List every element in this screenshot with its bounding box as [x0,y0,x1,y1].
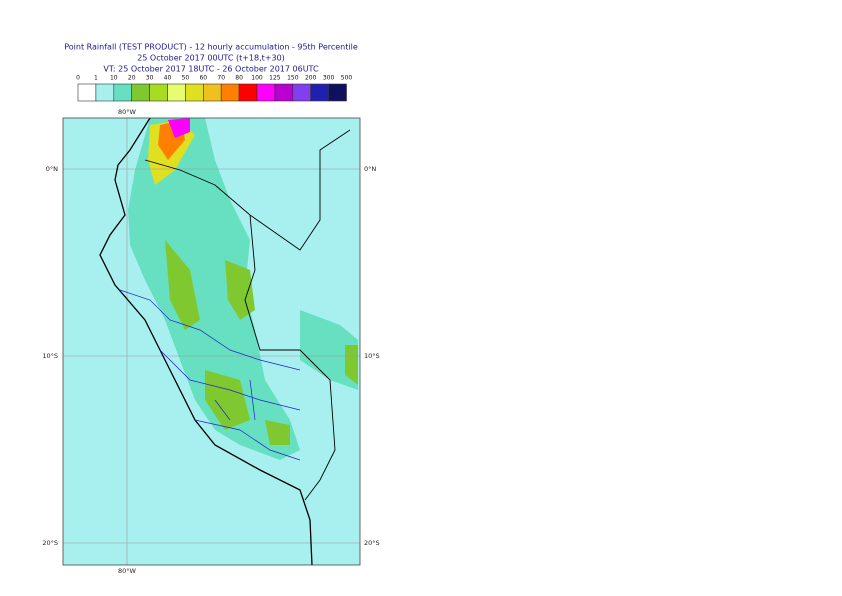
legend-swatch [238,83,258,102]
lat-label: 20°S [42,539,58,547]
map-frame [62,117,361,566]
rain-area [168,118,190,138]
legend-swatch [220,83,240,102]
legend-swatch [310,83,329,102]
legend: 0 1 10 20 30 40 50 60 70 80 100 125 150 200 300 500 [76,75,352,102]
lat-label: 0°N [46,165,58,173]
legend-level: 0 [76,75,80,82]
legend-level: 200 [305,75,317,82]
legend-swatch [77,83,97,102]
legend-level: 80 [235,75,243,82]
region-border [119,289,301,461]
legend-swatch [292,83,311,102]
legend-swatch [167,83,186,102]
title-line: 25 October 2017 00UTC (t+18,t+30) [137,54,285,63]
legend-level: 50 [182,75,190,82]
rain-area [165,240,358,445]
legend-swatch [95,83,115,102]
legend-level: 150 [287,75,299,82]
map: 80°W 80°W 0°N 0°N 10°S 10°S 20°S 20°S [42,108,379,575]
lat-label: 20°S [364,539,380,547]
legend-level: 40 [164,75,172,82]
legend-level: 10 [110,75,118,82]
legend-level: 30 [146,75,154,82]
legend-level: 1 [94,75,98,82]
legend-swatch [131,83,150,102]
legend-level: 70 [217,75,225,82]
lon-label: 80°W [118,108,137,116]
lat-label: 10°S [364,352,380,360]
coastline [99,117,313,566]
legend-swatch [203,83,222,102]
rain-area [300,310,358,390]
rain-area [128,118,300,460]
lon-label: 80°W [118,567,137,575]
legend-level: 60 [199,75,207,82]
legend-level: 500 [341,75,353,82]
border [144,129,351,501]
legend-swatch [274,83,294,102]
legend-swatch [328,83,347,102]
legend-level: 300 [323,75,335,82]
legend-swatch [256,83,276,102]
legend-level: 125 [269,75,281,82]
title-line: VT: 25 October 2017 18UTC - 26 October 2… [103,65,319,74]
legend-level: 20 [128,75,136,82]
lat-label: 10°S [42,352,58,360]
lat-label: 0°N [364,165,376,173]
legend-swatch [149,83,168,102]
legend-level: 100 [251,75,263,82]
legend-swatch [113,83,133,102]
title-line: Point Rainfall (TEST PRODUCT) - 12 hourl… [64,43,358,52]
legend-swatch [185,83,204,102]
